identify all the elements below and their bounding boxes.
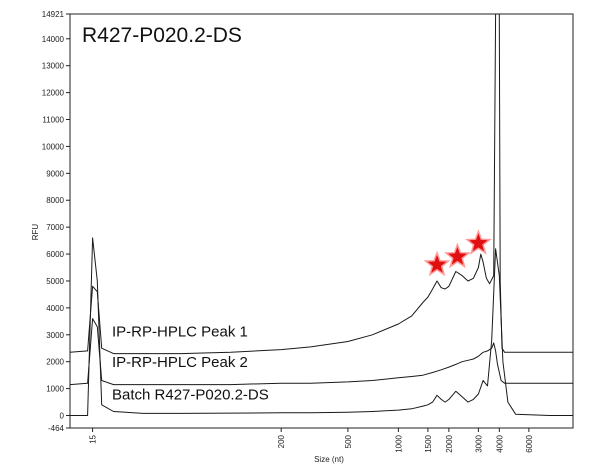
y-tick-label: 5000: [46, 277, 64, 286]
series-label: IP-RP-HPLC Peak 1: [112, 323, 248, 340]
y-tick-label: 1000: [46, 385, 64, 394]
y-tick-label: 9000: [46, 169, 64, 178]
series-line: [70, 237, 573, 416]
x-tick-label: 6000: [525, 434, 534, 452]
chart-title: R427-P020.2-DS: [82, 24, 242, 47]
y-axis-title: RFU: [31, 224, 40, 241]
x-axis-title: Size (nt): [314, 455, 344, 464]
series-line: [69, 13, 573, 355]
x-tick-label: 3000: [474, 434, 483, 452]
trace-lines: [69, 13, 573, 416]
x-tick-label: 4000: [495, 434, 504, 452]
series-label: Batch R427-P020.2-DS: [112, 387, 269, 404]
x-tick-label: 500: [344, 434, 353, 448]
star-marker: [443, 242, 471, 269]
y-tick-label: -464: [48, 424, 65, 433]
y-axis-ticks: -464 0 1000 2000 3000 4000 5000 6000 7000 8000 900…: [42, 10, 70, 433]
y-tick-label: 13000: [42, 62, 65, 71]
x-tick-label: 200: [277, 434, 286, 448]
y-tick-label: 7000: [46, 223, 64, 232]
series-label: IP-RP-HPLC Peak 2: [112, 354, 248, 371]
y-tick-label: 3000: [46, 331, 64, 340]
trace-labels: IP-RP-HPLC Peak 1 IP-RP-HPLC Peak 2 Batch …: [112, 323, 269, 403]
plot-frame: [69, 13, 574, 429]
star-marker: [464, 229, 492, 255]
y-tick-label: 14921: [42, 10, 65, 19]
y-tick-label: 11000: [42, 116, 64, 125]
y-tick-label: 6000: [46, 250, 64, 259]
x-tick-label: 1500: [424, 434, 433, 452]
y-tick-label: 8000: [46, 196, 64, 205]
y-tick-label: 4000: [46, 304, 64, 313]
star-marker: [423, 250, 451, 277]
x-tick-label: 1000: [394, 434, 403, 452]
y-tick-label: 14000: [42, 35, 65, 44]
x-tick-label: 2000: [445, 434, 454, 452]
star-markers: [423, 229, 492, 277]
y-tick-label: 0: [60, 412, 65, 421]
series-line: [69, 318, 573, 386]
y-tick-label: 10000: [42, 142, 65, 151]
x-axis-ticks: 15 200 500 1000 1500 2000 3000 4000 6000: [89, 428, 534, 453]
y-tick-label: 12000: [42, 89, 65, 98]
y-tick-label: 2000: [46, 358, 64, 367]
x-tick-label: 15: [89, 434, 98, 443]
